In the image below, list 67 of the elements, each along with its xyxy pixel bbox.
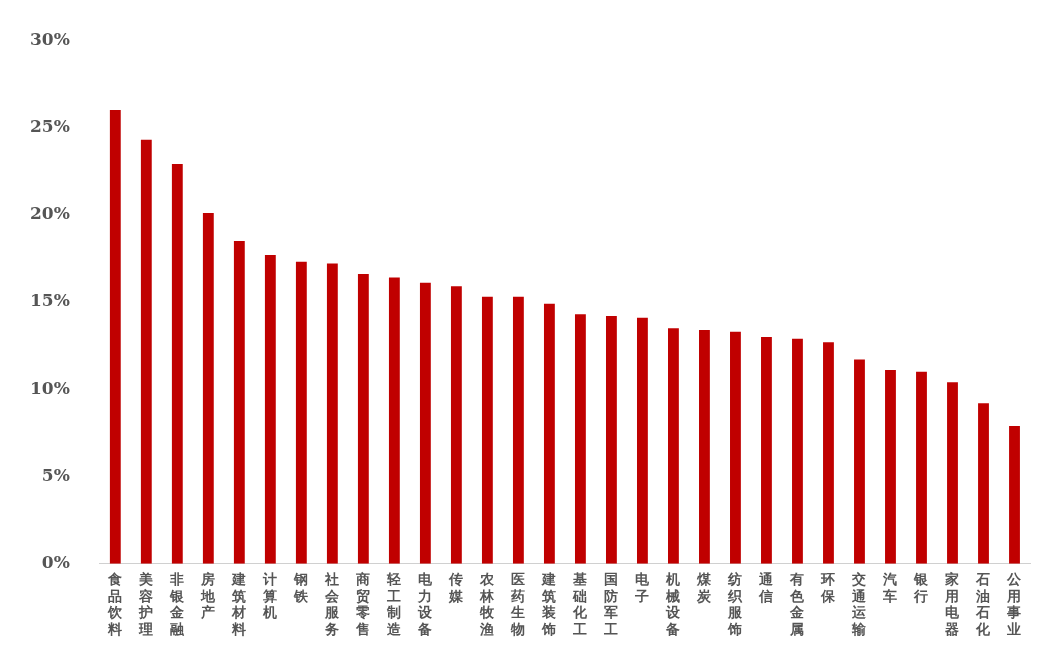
x-tick-label: 电力设备 (417, 570, 434, 638)
bar (295, 261, 307, 564)
bar (481, 296, 493, 564)
bar (233, 240, 245, 564)
bar (730, 331, 741, 564)
x-tick-label: 建筑装饰 (541, 570, 557, 638)
bar (264, 254, 276, 564)
bar (885, 370, 896, 564)
bar (637, 317, 648, 564)
x-tick-label: 农林牧渔 (479, 570, 496, 638)
x-tick-label: 银行 (913, 570, 930, 604)
x-tick-label: 汽车 (882, 570, 898, 604)
bar (605, 315, 617, 564)
bar (512, 296, 524, 564)
x-tick-label: 通信 (758, 570, 775, 604)
bar (668, 328, 679, 564)
bar (854, 359, 865, 564)
x-tick-label: 基础化工 (572, 570, 589, 638)
x-tick-label: 美容护理 (138, 570, 154, 638)
x-tick-label: 传媒 (448, 570, 465, 604)
x-tick-label: 有色金属 (789, 570, 806, 638)
x-tick-label: 国防军工 (603, 570, 619, 638)
x-tick-label: 轻工制造 (386, 570, 403, 638)
bar (171, 164, 183, 564)
x-tick-label: 交通运输 (851, 570, 868, 638)
y-tick-label: 15% (30, 290, 70, 311)
bar (388, 277, 400, 564)
bar (823, 342, 834, 564)
bar (326, 263, 338, 564)
y-tick-label: 20% (30, 203, 70, 224)
y-tick-label: 30% (30, 28, 70, 49)
y-tick-label: 25% (30, 115, 70, 136)
x-tick-label: 电子 (634, 570, 651, 604)
bar (202, 212, 214, 564)
x-tick-label: 家用电器 (944, 570, 961, 638)
x-tick-label: 纺织服饰 (727, 570, 744, 638)
bar (916, 371, 927, 564)
x-tick-label: 医药生物 (510, 570, 526, 638)
bar (357, 274, 369, 564)
x-tick-label: 社会服务 (324, 570, 341, 638)
bar (699, 329, 710, 564)
x-tick-label: 煤炭 (696, 570, 713, 604)
bar (574, 314, 586, 564)
x-tick-label: 非银金融 (169, 570, 186, 638)
x-tick-label: 建筑材料 (231, 570, 247, 638)
x-tick-label: 机械设备 (665, 570, 682, 638)
x-tick-label: 石油石化 (975, 570, 992, 638)
bar (543, 303, 555, 564)
x-tick-label: 房地产 (200, 570, 217, 621)
bar (792, 338, 803, 564)
bar (419, 282, 431, 564)
bar (978, 403, 989, 564)
bar (947, 382, 958, 564)
x-tick-label: 计算机 (262, 570, 278, 621)
x-tick-label: 环保 (820, 570, 837, 604)
x-tick-label: 钢铁 (293, 570, 310, 604)
y-tick-label: 10% (30, 377, 70, 398)
bar (140, 139, 152, 564)
x-tick-label: 商贸零售 (355, 570, 371, 638)
y-tick-label: 0% (41, 552, 70, 573)
bar (109, 110, 121, 564)
bar (761, 336, 772, 564)
bar (450, 286, 462, 564)
bar (1009, 425, 1020, 564)
y-tick-label: 5% (41, 464, 70, 485)
x-tick-label: 食品饮料 (107, 570, 124, 638)
x-tick-label: 公用事业 (1006, 570, 1023, 638)
